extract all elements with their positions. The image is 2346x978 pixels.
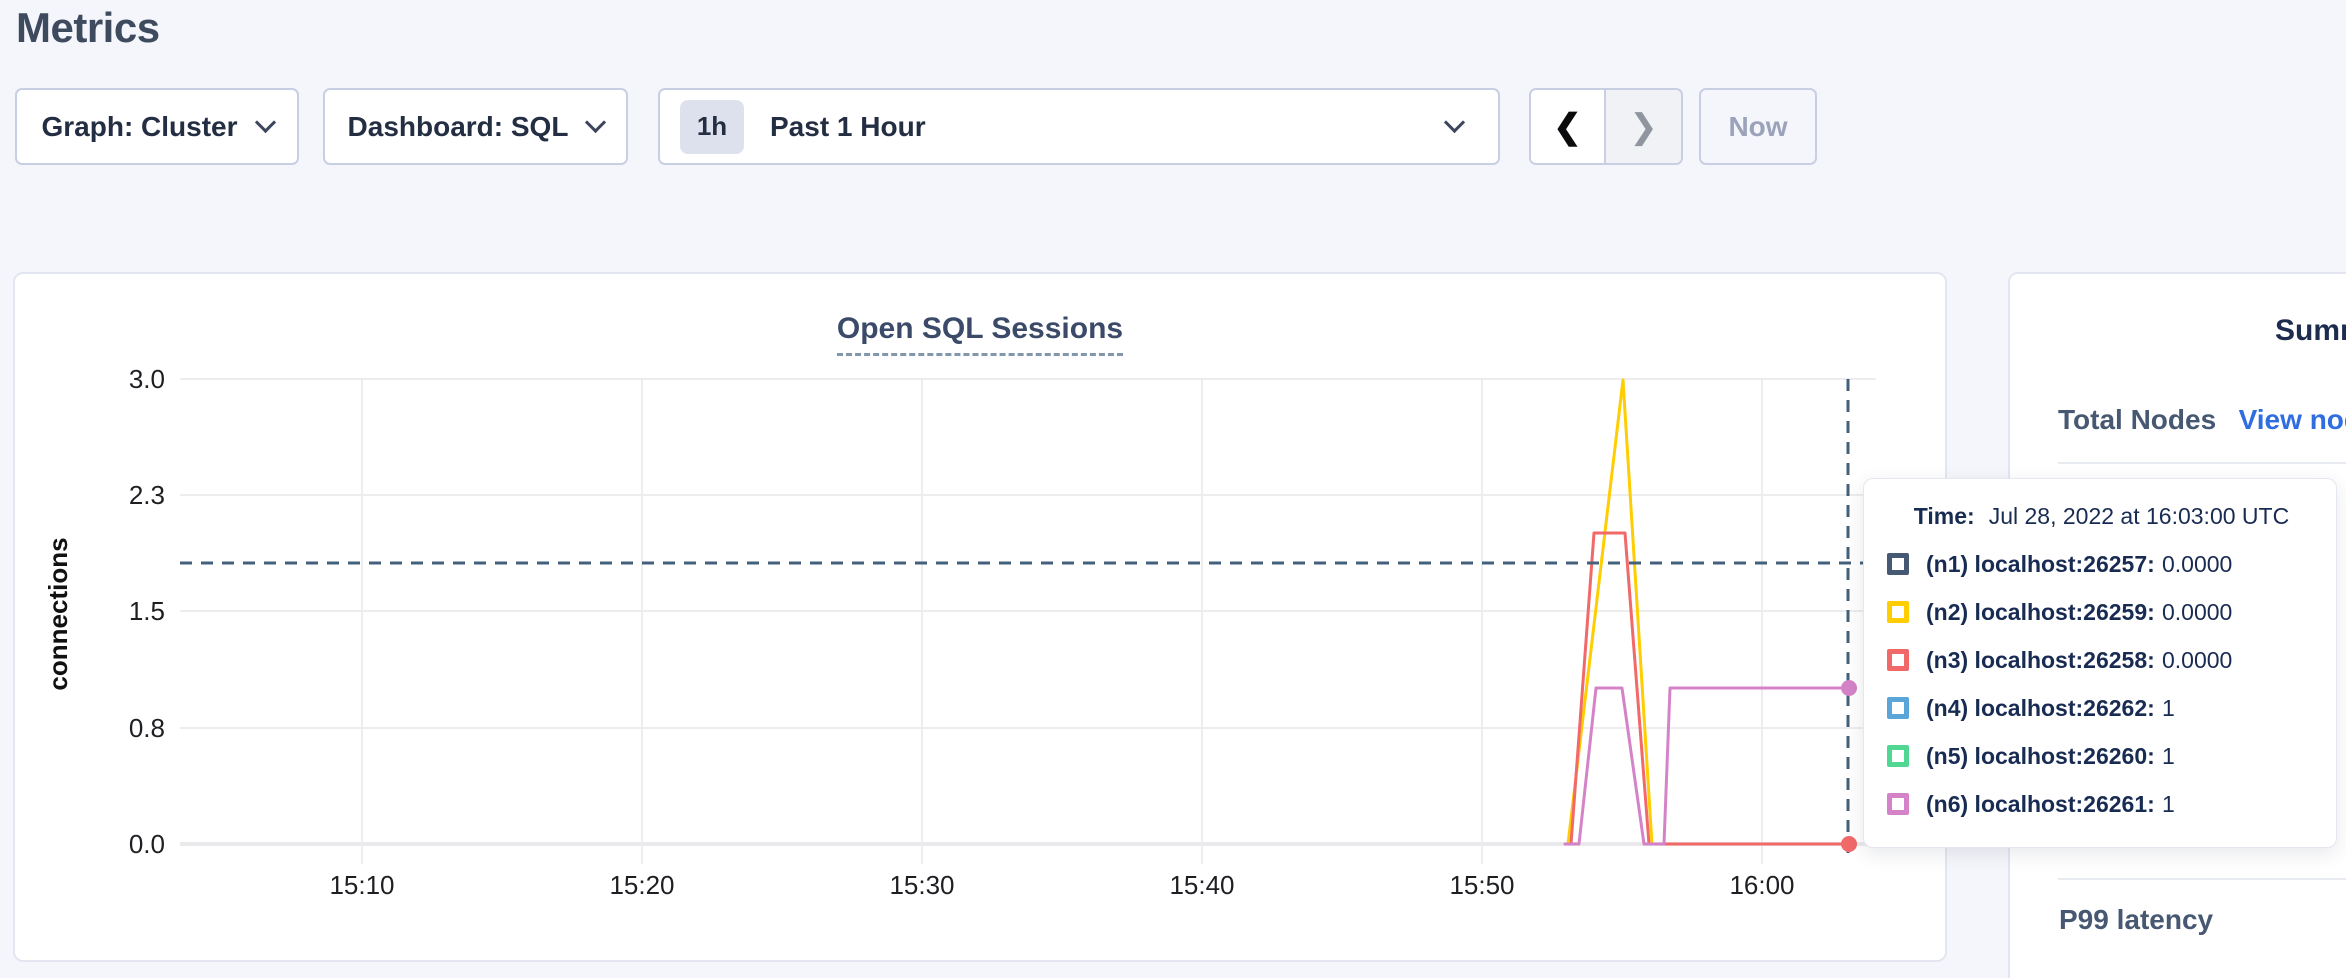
tooltip-row-value: 1	[2162, 742, 2175, 769]
tooltip-row-label: (n3) localhost:26258:	[1926, 646, 2155, 673]
chevron-down-icon	[585, 111, 607, 134]
svg-text:0.0: 0.0	[129, 829, 165, 859]
series-line-n3	[1569, 531, 1853, 846]
series-line-n6	[1563, 686, 1853, 846]
dashboard-label: Dashboard: SQL	[347, 110, 569, 142]
time-range-badge: 1h	[680, 99, 744, 154]
svg-text:15:50: 15:50	[1449, 870, 1514, 900]
svg-text:0.8: 0.8	[129, 713, 165, 743]
crosshair-lines	[180, 379, 1876, 862]
tooltip-row-n3: (n3) localhost:26258: 0.0000	[1887, 643, 2316, 677]
total-nodes-row: Total Nodes View nodes	[2058, 404, 2346, 436]
graph-scope-label: Graph: Cluster	[41, 110, 238, 142]
hover-point-n6	[1841, 680, 1857, 696]
tooltip-row-label: (n5) localhost:26260:	[1926, 742, 2155, 769]
tooltip-row-n5: (n5) localhost:26260: 1	[1887, 739, 2316, 773]
tooltip-row-label: (n6) localhost:26261:	[1926, 790, 2155, 817]
metrics-controls: Graph: Cluster Dashboard: SQL 1h Past 1 …	[0, 88, 2346, 165]
series-swatch-n1-icon	[1887, 553, 1909, 575]
tooltip-row-value: 0.0000	[2162, 550, 2233, 577]
divider	[2058, 878, 2346, 880]
tooltip-row-n2: (n2) localhost:26259: 0.0000	[1887, 595, 2316, 629]
divider	[2058, 462, 2346, 464]
y-gridlines	[180, 378, 1876, 846]
page-title: Metrics	[16, 4, 160, 51]
svg-text:3.0: 3.0	[129, 364, 165, 394]
tooltip-row-n4: (n4) localhost:26262: 1	[1887, 691, 2316, 725]
chevron-down-icon	[254, 111, 276, 134]
svg-text:15:10: 15:10	[329, 870, 394, 900]
tooltip-row-n6: (n6) localhost:26261: 1	[1887, 787, 2316, 821]
chart-title[interactable]: Open SQL Sessions	[836, 312, 1124, 356]
open-sql-sessions-chart-card: Open SQL Sessions 3.0 2.3 1.5 0.8 0.0	[13, 272, 1947, 962]
next-time-button[interactable]: ❯	[1606, 90, 1681, 163]
now-button[interactable]: Now	[1699, 88, 1817, 165]
series-swatch-n5-icon	[1887, 745, 1909, 767]
prev-time-button[interactable]: ❮	[1531, 90, 1606, 163]
y-axis-ticks: 3.0 2.3 1.5 0.8 0.0	[129, 364, 165, 859]
p99-latency-label: P99 latency	[2059, 904, 2214, 935]
dashboard-dropdown[interactable]: Dashboard: SQL	[323, 88, 628, 165]
tooltip-row-n1: (n1) localhost:26257: 0.0000	[1887, 547, 2316, 581]
graph-scope-dropdown[interactable]: Graph: Cluster	[15, 88, 299, 165]
tooltip-row-label: (n1) localhost:26257:	[1926, 550, 2155, 577]
svg-text:15:40: 15:40	[1169, 870, 1234, 900]
hover-point-n3	[1841, 836, 1857, 852]
series-line-n2	[1566, 378, 1654, 846]
tooltip-row-label: (n4) localhost:26262:	[1926, 694, 2155, 721]
svg-text:2.3: 2.3	[129, 480, 165, 510]
x-gridlines	[361, 379, 1763, 864]
tooltip-row-label: (n2) localhost:26259:	[1926, 598, 2155, 625]
time-range-dropdown[interactable]: 1h Past 1 Hour	[658, 88, 1500, 165]
summary-title: Summary	[2275, 314, 2346, 347]
svg-text:15:20: 15:20	[609, 870, 674, 900]
tooltip-time-row: Time: Jul 28, 2022 at 16:03:00 UTC	[1887, 503, 2316, 535]
view-nodes-link[interactable]: View nodes	[2238, 404, 2346, 435]
x-axis-ticks: 15:10 15:20 15:30 15:40 15:50 16:00	[329, 870, 1794, 900]
series-swatch-n6-icon	[1887, 793, 1909, 815]
chevron-down-icon	[1443, 111, 1466, 134]
series-swatch-n4-icon	[1887, 697, 1909, 719]
time-range-label: Past 1 Hour	[770, 110, 926, 142]
svg-text:1.5: 1.5	[129, 596, 165, 626]
total-nodes-label: Total Nodes	[2058, 404, 2217, 435]
tooltip-row-value: 0.0000	[2162, 598, 2233, 625]
tooltip-time-value: Jul 28, 2022 at 16:03:00 UTC	[1988, 503, 2290, 529]
tooltip-row-value: 1	[2162, 790, 2175, 817]
svg-text:16:00: 16:00	[1729, 870, 1794, 900]
series-swatch-n2-icon	[1887, 601, 1909, 623]
series-swatch-n3-icon	[1887, 649, 1909, 671]
tooltip-row-value: 1	[2162, 694, 2175, 721]
y-axis-label: connections	[43, 537, 73, 690]
tooltip-row-value: 0.0000	[2162, 646, 2233, 673]
time-step-controls: ❮ ❯	[1529, 88, 1683, 165]
tooltip-time-label: Time:	[1913, 503, 1975, 529]
svg-text:15:30: 15:30	[889, 870, 954, 900]
chart-hover-tooltip: Time: Jul 28, 2022 at 16:03:00 UTC (n1) l…	[1863, 478, 2337, 848]
open-sql-sessions-chart[interactable]: 3.0 2.3 1.5 0.8 0.0 15:10 15:20 15:30 15…	[15, 274, 1945, 960]
